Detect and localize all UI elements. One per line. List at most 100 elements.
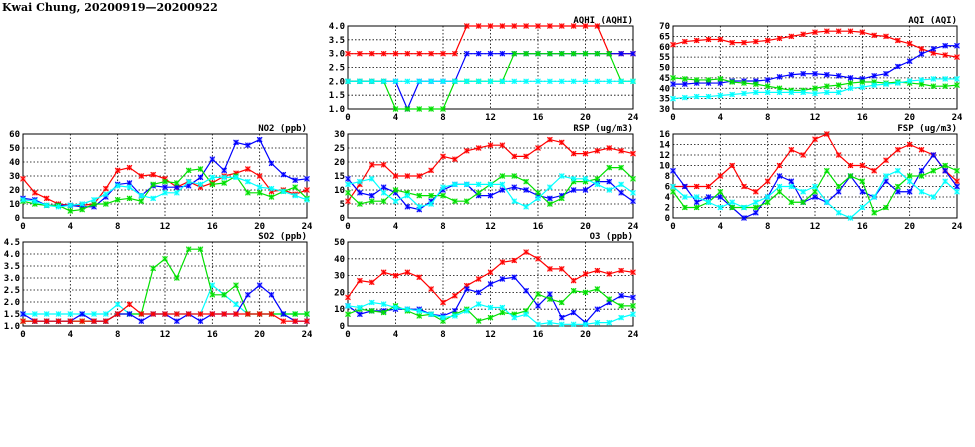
data-point-red: [357, 50, 363, 57]
y-tick-label: 50: [334, 238, 345, 248]
data-point-cyan: [705, 199, 712, 206]
marker-star: [606, 271, 613, 277]
data-point-blue: [380, 184, 387, 191]
marker-star: [812, 70, 818, 77]
marker-star: [847, 85, 854, 92]
marker-star: [185, 178, 192, 185]
marker-star: [280, 311, 287, 317]
marker-star: [428, 106, 434, 112]
data-point-green: [693, 77, 700, 83]
data-point-red: [523, 249, 529, 255]
data-point-blue: [693, 199, 700, 206]
marker-star: [582, 78, 589, 85]
data-point-red: [741, 39, 747, 46]
marker-star: [368, 308, 375, 314]
marker-star: [606, 187, 613, 193]
data-point-green: [185, 167, 192, 174]
data-point-blue: [752, 209, 759, 216]
data-point-green: [547, 296, 553, 302]
data-point-green: [380, 309, 387, 316]
marker-star: [499, 187, 506, 193]
marker-star: [741, 204, 747, 211]
data-point-cyan: [345, 181, 351, 188]
data-point-red: [499, 23, 506, 29]
data-point-blue: [79, 311, 86, 317]
y-tick-label: 3.0: [329, 50, 345, 60]
marker-star: [800, 89, 807, 96]
marker-star: [368, 78, 375, 85]
marker-star: [511, 153, 518, 160]
x-tick-label: 0: [345, 113, 350, 123]
data-point-green: [871, 209, 878, 216]
data-point-red: [487, 269, 494, 276]
marker-star: [499, 50, 506, 57]
data-point-green: [126, 195, 133, 202]
marker-star: [43, 202, 50, 209]
data-point-blue: [558, 314, 565, 321]
data-point-red: [244, 166, 251, 172]
data-point-green: [209, 181, 216, 188]
marker-star: [292, 184, 299, 191]
marker-star: [416, 50, 423, 57]
y-tick-label: 35: [659, 95, 670, 105]
data-point-blue: [788, 178, 795, 185]
data-point-green: [582, 50, 589, 57]
marker-star: [345, 302, 351, 309]
data-point-red: [883, 157, 889, 164]
marker-star: [594, 306, 601, 313]
data-point-cyan: [31, 311, 38, 317]
marker-star: [894, 146, 901, 153]
marker-star: [594, 78, 601, 85]
plot-frame: [22, 241, 308, 327]
marker-star: [670, 41, 676, 48]
plot-frame: [672, 133, 958, 219]
marker-star: [570, 187, 577, 193]
marker-star: [463, 147, 470, 154]
marker-star: [150, 265, 157, 272]
marker-star: [487, 23, 494, 29]
data-point-blue: [705, 194, 712, 200]
data-point-blue: [835, 72, 842, 79]
data-point-cyan: [233, 301, 239, 308]
data-point-red: [440, 153, 446, 160]
marker-star: [380, 301, 387, 308]
data-point-green: [452, 198, 458, 205]
marker-star: [594, 319, 601, 326]
data-point-cyan: [942, 76, 949, 82]
data-point-green: [835, 183, 842, 190]
marker-star: [416, 192, 423, 199]
marker-star: [729, 204, 736, 211]
data-point-cyan: [618, 78, 624, 85]
data-point-blue: [918, 51, 925, 57]
data-point-red: [776, 35, 783, 42]
data-point-red: [954, 54, 960, 60]
marker-star: [487, 78, 494, 85]
marker-star: [499, 173, 506, 179]
data-point-green: [428, 106, 434, 112]
data-point-red: [440, 50, 446, 57]
marker-star: [280, 318, 287, 325]
data-point-blue: [499, 50, 506, 57]
data-point-cyan: [954, 76, 960, 82]
data-point-red: [416, 274, 423, 281]
data-point-blue: [954, 42, 960, 49]
data-point-red: [91, 318, 97, 325]
data-point-red: [752, 188, 759, 195]
data-point-cyan: [570, 321, 577, 328]
data-point-red: [894, 37, 901, 44]
data-point-red: [693, 37, 700, 44]
marker-star: [630, 198, 636, 205]
data-point-blue: [764, 77, 771, 83]
data-point-blue: [618, 50, 624, 57]
x-tick-label: 4: [393, 330, 399, 340]
data-point-red: [404, 50, 411, 57]
data-point-green: [800, 199, 807, 206]
data-point-green: [717, 76, 724, 82]
data-point-green: [67, 208, 74, 214]
data-point-cyan: [452, 313, 458, 319]
y-tick-label: 30: [659, 105, 670, 115]
marker-star: [859, 79, 866, 85]
marker-star: [942, 52, 949, 58]
y-tick-label: 0: [340, 214, 345, 224]
marker-star: [693, 93, 700, 100]
